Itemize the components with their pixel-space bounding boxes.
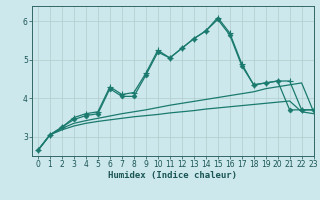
- X-axis label: Humidex (Indice chaleur): Humidex (Indice chaleur): [108, 171, 237, 180]
